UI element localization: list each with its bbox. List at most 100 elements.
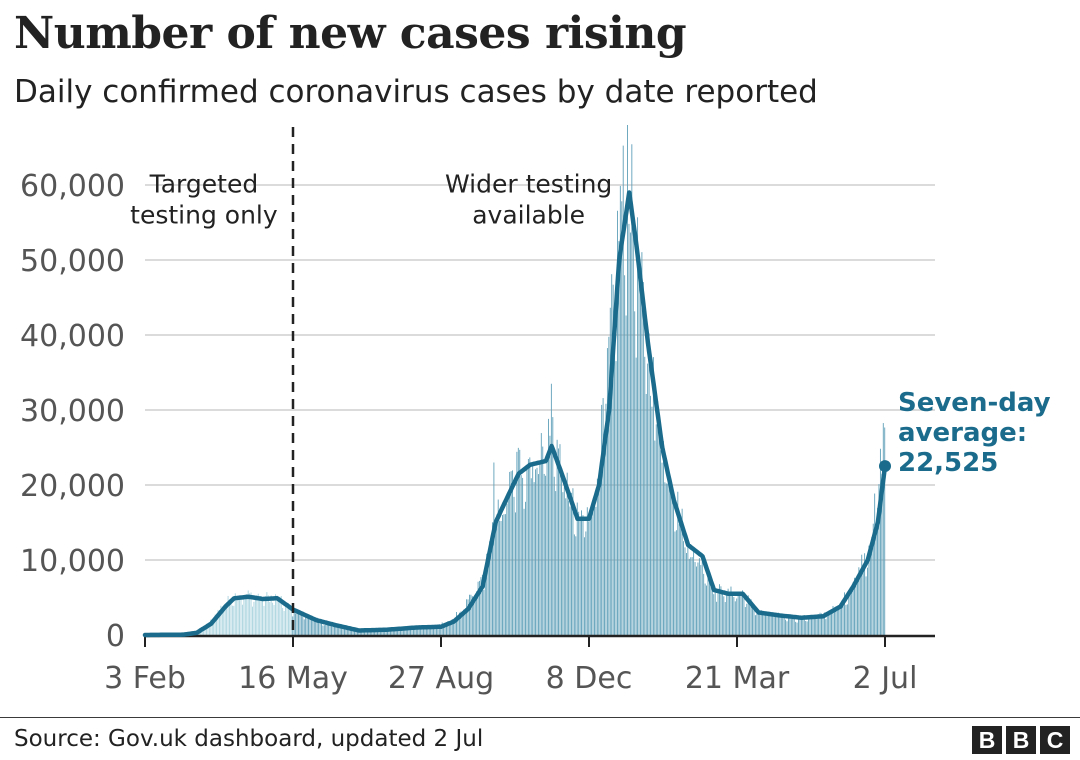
- y-tick-label: 40,000: [20, 319, 125, 354]
- daily-bar: [690, 557, 692, 635]
- daily-bar: [346, 627, 348, 635]
- daily-bar: [655, 424, 657, 635]
- daily-bar: [617, 210, 618, 635]
- daily-bar: [328, 622, 330, 635]
- daily-bar: [569, 506, 571, 635]
- daily-bar: [276, 595, 278, 635]
- daily-bar: [530, 478, 532, 635]
- daily-bar: [716, 601, 718, 635]
- daily-bar: [395, 629, 397, 635]
- daily-bar: [867, 567, 868, 635]
- daily-bar: [389, 628, 391, 635]
- daily-bar: [262, 599, 263, 635]
- daily-bar: [865, 576, 867, 635]
- daily-bar: [247, 590, 249, 635]
- daily-bar: [476, 591, 478, 635]
- daily-bar: [605, 403, 607, 635]
- daily-bar: [859, 574, 861, 635]
- daily-bar: [813, 616, 815, 635]
- daily-bar: [532, 464, 534, 635]
- daily-bar: [487, 563, 489, 635]
- daily-bar: [618, 241, 620, 635]
- daily-bar: [627, 125, 628, 635]
- daily-bar: [875, 524, 877, 635]
- daily-bar: [303, 619, 305, 635]
- daily-bar: [828, 613, 830, 635]
- daily-bar: [767, 613, 769, 635]
- daily-bar: [243, 599, 245, 635]
- daily-bar: [282, 607, 284, 635]
- daily-bar: [862, 568, 864, 635]
- daily-bar: [785, 619, 787, 635]
- daily-bar: [318, 619, 320, 635]
- daily-bar: [766, 614, 768, 635]
- daily-bar: [246, 594, 248, 635]
- daily-bar: [819, 612, 821, 635]
- daily-bar: [596, 478, 598, 635]
- daily-bar: [457, 616, 459, 635]
- daily-bar: [742, 590, 743, 635]
- daily-bar: [204, 625, 206, 635]
- x-tick-label: 2 Jul: [853, 661, 918, 696]
- daily-bar: [295, 613, 297, 635]
- daily-bar: [437, 624, 439, 635]
- daily-bar: [310, 618, 312, 635]
- daily-bar: [747, 595, 749, 635]
- daily-bar: [558, 448, 559, 635]
- daily-bar: [466, 599, 468, 635]
- daily-bar: [496, 514, 498, 635]
- daily-bar: [780, 615, 782, 635]
- daily-bar: [300, 614, 302, 635]
- daily-bar: [864, 553, 866, 635]
- daily-bar: [450, 621, 452, 635]
- daily-bar: [681, 508, 683, 635]
- daily-bar: [227, 595, 229, 635]
- daily-bar: [341, 626, 343, 635]
- daily-bar: [815, 618, 817, 635]
- daily-bar: [665, 483, 667, 635]
- daily-bar: [411, 627, 413, 635]
- daily-bar: [331, 624, 332, 635]
- daily-bar: [599, 468, 601, 635]
- daily-bar: [806, 621, 808, 635]
- daily-bar: [782, 614, 784, 635]
- daily-bar: [456, 612, 457, 635]
- daily-bar: [407, 628, 409, 635]
- daily-bar: [775, 616, 776, 635]
- daily-bar: [484, 571, 486, 635]
- daily-bar: [231, 605, 233, 635]
- daily-bar: [573, 534, 575, 635]
- daily-bar: [773, 614, 775, 635]
- daily-bar: [536, 467, 538, 635]
- daily-bar: [645, 393, 647, 635]
- daily-bar: [858, 567, 860, 635]
- daily-bar: [635, 357, 637, 635]
- daily-bar: [305, 613, 307, 635]
- chart-subtitle: Daily confirmed coronavirus cases by dat…: [14, 74, 818, 110]
- daily-bar: [856, 578, 858, 635]
- daily-bar: [408, 627, 410, 635]
- daily-bar: [836, 610, 838, 635]
- daily-bar: [757, 612, 759, 635]
- daily-bar: [884, 427, 886, 635]
- daily-bar: [835, 610, 837, 635]
- average-line: [142, 190, 888, 638]
- daily-bar: [611, 274, 613, 635]
- daily-bar: [428, 626, 430, 635]
- daily-bar: [578, 511, 580, 635]
- daily-bar: [461, 611, 463, 635]
- daily-bar: [609, 307, 611, 635]
- daily-bar: [582, 515, 584, 635]
- daily-bar: [591, 516, 593, 635]
- daily-bar: [833, 608, 835, 635]
- daily-bar: [638, 282, 640, 635]
- daily-bar: [793, 615, 795, 635]
- daily-bar: [241, 604, 243, 635]
- daily-bar: [583, 537, 585, 635]
- average-line-group: [142, 190, 888, 638]
- daily-bar: [667, 483, 669, 635]
- daily-bar: [752, 605, 753, 635]
- source-note: Source: Gov.uk dashboard, updated 2 Jul: [14, 726, 484, 752]
- daily-bar: [724, 602, 726, 635]
- daily-bar: [746, 603, 748, 635]
